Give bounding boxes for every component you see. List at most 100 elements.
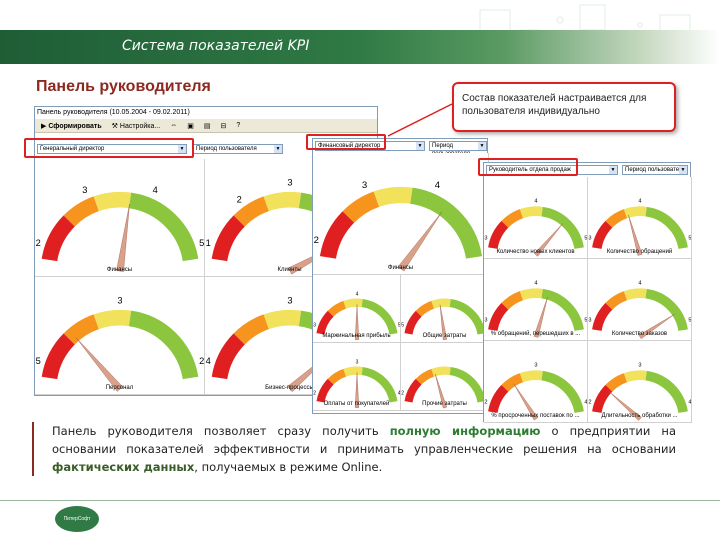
gauge-segment	[342, 191, 380, 223]
settings-button[interactable]: ⚒ Настройка...	[111, 122, 161, 130]
toolbar-icon[interactable]: ▣	[187, 122, 194, 130]
title-banner	[0, 30, 720, 64]
period-select[interactable]: Период пользователя▼	[622, 165, 688, 175]
help-icon[interactable]: ?	[236, 122, 241, 129]
gauge-dial: 3 4 5	[588, 199, 691, 256]
gauge-needle	[116, 203, 130, 272]
gauge-segment	[605, 209, 628, 228]
gauge-segment	[361, 366, 398, 403]
gauge-tick-label: 4	[435, 180, 441, 191]
gauge-segment	[592, 220, 613, 250]
gauge-segment	[623, 206, 647, 219]
gauge-needle	[354, 304, 360, 340]
footer-divider	[0, 500, 720, 501]
period-select[interactable]: Период пользователя▼	[429, 141, 487, 157]
gauge-segment	[623, 288, 647, 301]
gauge-tick-label: 4	[638, 281, 641, 287]
gauge-tick-label: 3	[117, 296, 122, 306]
gauge-tick-label: 3	[534, 363, 537, 369]
gauge-label: Финансы	[106, 267, 133, 273]
gauge-segment	[343, 298, 363, 309]
gauge-needle	[534, 223, 564, 257]
gauge-needle	[638, 313, 675, 340]
gauge-segment	[404, 310, 422, 335]
gauge-segment	[233, 314, 270, 345]
dashboard-window-finance: Финансовый директор▼ Период пользователя…	[312, 138, 489, 414]
gauge-label: Количество заказов	[611, 331, 668, 337]
gauge-dial: 2 3 4	[313, 359, 400, 408]
gauge-label: Маржинальная прибыль	[322, 333, 391, 339]
toolbar-icon[interactable]: ⇔	[170, 122, 178, 129]
dashboard-window-main: Панель руководителя (10.05.2004 - 09.02.…	[34, 106, 378, 396]
gauge-needle	[513, 383, 539, 421]
gauge-segment	[592, 384, 613, 414]
gauge-segment	[409, 187, 483, 259]
gauge-needle	[439, 304, 448, 341]
gauge-segment	[63, 314, 100, 345]
gauge-segment	[233, 196, 270, 227]
role-select[interactable]: Генеральный директор ▼	[37, 144, 187, 154]
gauge-tick-label: 3	[638, 363, 641, 369]
chevron-down-icon: ▼	[178, 145, 186, 153]
period-select[interactable]: Период пользователя▼	[193, 144, 283, 154]
gauge-tick-label: 5	[199, 238, 204, 248]
gauge-tick-label: 1	[206, 238, 211, 248]
gauge-tick-label: 2	[314, 235, 319, 246]
gauge-widget: 2 3 4 Длительность обработки ...	[588, 341, 692, 423]
callout-connector	[387, 103, 453, 137]
generate-button[interactable]: ▶ Сформировать	[41, 122, 102, 130]
gauge-tick-label: 5	[584, 236, 587, 242]
gauge-segment	[541, 370, 584, 414]
gauge-segment	[316, 310, 334, 335]
gauge-tick-label: 4	[534, 199, 537, 205]
dashboard-window-sales: Руководитель отдела продаж ▼ Период польз…	[483, 162, 692, 423]
window-toolbar: ▶ Сформировать ⚒ Настройка... ⇔ ▣ ▤ ⊟ ?	[35, 119, 377, 133]
gauge-segment	[404, 378, 422, 403]
gauge-tick-label: 3	[82, 185, 87, 195]
toolbar-icon[interactable]: ▤	[203, 122, 211, 130]
gauge-segment	[41, 215, 75, 262]
gauge-segment	[327, 368, 347, 385]
gauge-needle	[533, 296, 548, 338]
gauge-widget: 3 4 5 Количество обращений	[588, 177, 692, 259]
gauge-segment	[519, 206, 543, 219]
gauge-segment	[541, 206, 584, 250]
chevron-down-icon: ▼	[478, 142, 486, 150]
gauge-tick-label: 2	[313, 391, 316, 397]
gauge-tick-label: 4	[584, 400, 587, 406]
gauge-dial: 21	[401, 366, 488, 409]
gauge-segment	[327, 300, 347, 317]
gauge-segment	[431, 366, 451, 377]
gauge-segment	[501, 373, 524, 392]
toolbar-icon[interactable]: ⊟	[220, 122, 227, 130]
gauge-segment	[373, 186, 413, 207]
gauge-label: Прочие затраты	[422, 401, 467, 407]
highlight-actual-data: фактических данных	[52, 460, 195, 474]
gauge-segment	[645, 206, 688, 250]
gauge-label: Персонал	[105, 385, 134, 391]
chevron-down-icon: ▼	[274, 145, 282, 153]
gauge-segment	[519, 370, 543, 383]
gauge-tick-label: 3	[588, 318, 591, 324]
gauge-tick-label: 3	[287, 296, 292, 306]
gauge-segment	[41, 333, 75, 380]
gauge-segment	[449, 366, 486, 403]
highlight-full-info: полную информацию	[389, 424, 541, 438]
gauge-segment	[211, 215, 245, 262]
gauge-widget: 3 4 5 Количество заказов	[588, 259, 692, 341]
role-select[interactable]: Финансовый директор ▼	[315, 141, 425, 151]
company-logo: ПитерСофт	[55, 506, 99, 532]
gauge-tick-label: 3	[313, 323, 316, 329]
gauge-needle	[435, 373, 448, 409]
gauge-needle	[397, 211, 443, 272]
role-select-highlight	[24, 138, 194, 158]
gauge-segment	[343, 366, 363, 377]
gauge-segment	[415, 300, 435, 317]
gauge-tick-label: 4	[206, 356, 211, 366]
gauge-widget: 2 3 4 % просроченных поставок по ...	[484, 341, 588, 423]
gauge-segment	[605, 373, 628, 392]
gauge-segment	[93, 191, 132, 212]
gauge-segment	[63, 196, 100, 227]
